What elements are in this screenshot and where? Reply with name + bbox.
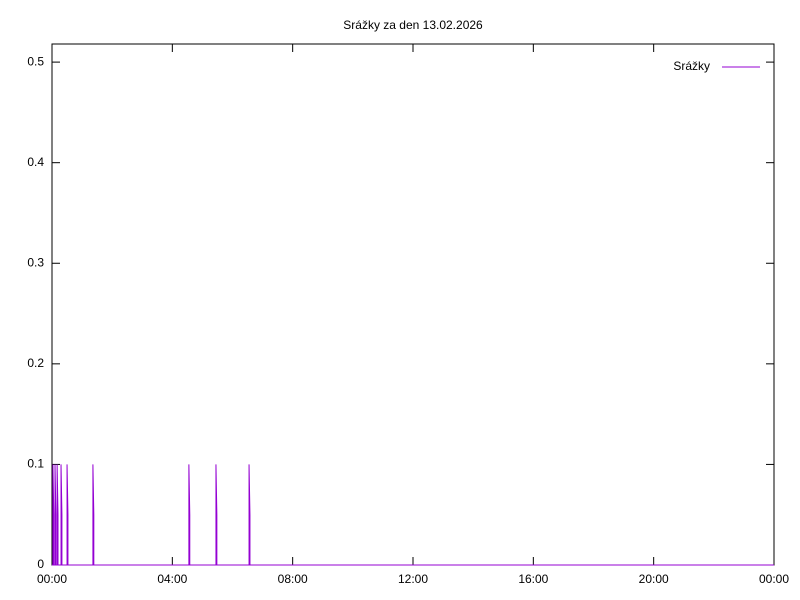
y-tick-label: 0.2 <box>27 356 44 370</box>
x-tick-label: 16:00 <box>518 572 548 586</box>
y-tick-label: 0.5 <box>27 54 44 68</box>
chart-title: Srážky za den 13.02.2026 <box>343 18 483 32</box>
y-tick-label: 0.4 <box>27 155 44 169</box>
y-tick-label: 0 <box>37 557 44 571</box>
y-tick-label: 0.1 <box>27 457 44 471</box>
legend-label: Srážky <box>673 59 710 73</box>
x-tick-label: 04:00 <box>157 572 187 586</box>
x-tick-label: 08:00 <box>278 572 308 586</box>
x-tick-label: 12:00 <box>398 572 428 586</box>
x-tick-label: 20:00 <box>639 572 669 586</box>
x-tick-label: 00:00 <box>759 572 789 586</box>
y-tick-label: 0.3 <box>27 255 44 269</box>
x-tick-label: 00:00 <box>37 572 67 586</box>
data-line <box>52 464 774 566</box>
